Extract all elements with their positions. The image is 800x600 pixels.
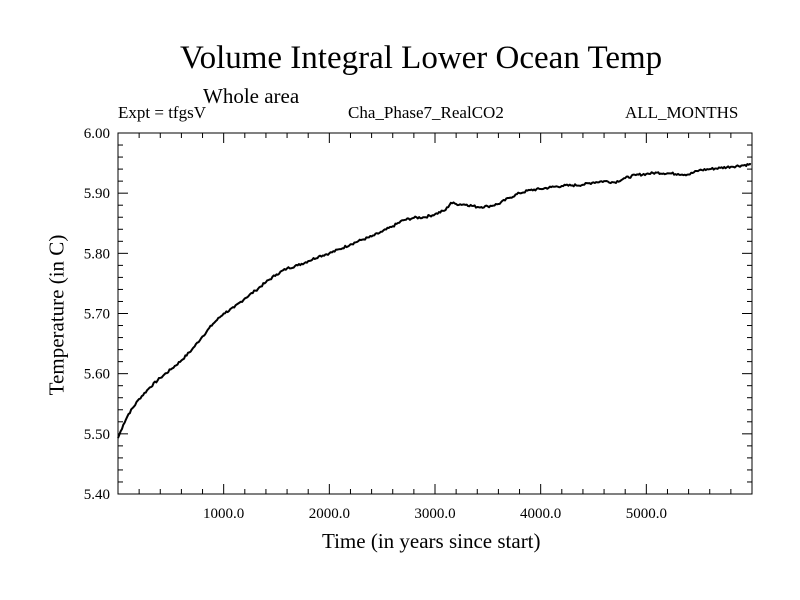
y-tick-label: 5.90	[84, 186, 110, 202]
y-tick-label: 5.70	[84, 307, 110, 323]
x-axis-label: Time (in years since start)	[322, 529, 541, 553]
x-tick-label: 2000.0	[309, 506, 350, 522]
y-tick-label: 5.80	[84, 246, 110, 262]
chart-title: Volume Integral Lower Ocean Temp	[180, 40, 663, 76]
series-line-temperature	[117, 162, 752, 439]
x-tick-label: 4000.0	[520, 506, 561, 522]
axis-tick-labels: 1000.0 2000.0 3000.0 4000.0 5000.0 5.40 5.50 5.…	[84, 126, 667, 522]
y-tick-label: 5.60	[84, 367, 110, 383]
run-name-label: Cha_Phase7_RealCO2	[348, 103, 504, 122]
y-axis-label: Temperature (in C)	[44, 234, 69, 396]
chart-subtitle: Whole area	[203, 84, 300, 108]
y-tick-label: 5.50	[84, 427, 110, 443]
experiment-label: Expt = tfgsV	[118, 103, 206, 122]
y-tick-label: 5.40	[84, 487, 110, 503]
x-tick-label: 5000.0	[626, 506, 667, 522]
x-tick-label: 1000.0	[203, 506, 244, 522]
plot-frame	[117, 132, 753, 495]
months-label: ALL_MONTHS	[625, 103, 739, 122]
y-tick-label: 6.00	[84, 126, 110, 142]
axis-ticks	[117, 132, 753, 495]
x-tick-label: 3000.0	[414, 506, 455, 522]
